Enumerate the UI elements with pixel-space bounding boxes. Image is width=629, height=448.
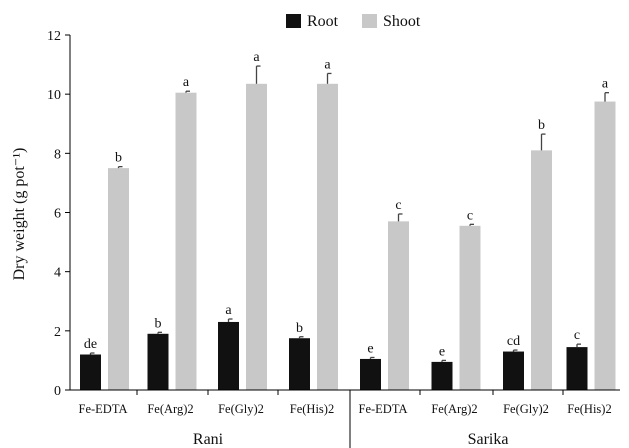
shoot-significance-label: a (602, 77, 609, 92)
root-legend-label: Root (307, 13, 339, 30)
y-tick-label: 8 (54, 147, 61, 162)
root-significance-label: de (84, 337, 97, 352)
shoot-legend-label: Shoot (383, 13, 421, 30)
shoot-bar (317, 83, 338, 390)
x-tick-label: Fe(Gly)2 (218, 402, 264, 416)
y-axis: 0 2 4 6 8 10 12 (47, 29, 71, 399)
shoot-significance-label: a (183, 75, 190, 90)
shoot-bar (459, 225, 481, 390)
root-significance-label: e (439, 344, 445, 359)
shoot-significance-label: a (253, 50, 260, 65)
x-tick-label: Fe(His)2 (290, 402, 334, 416)
shoot-significance-label: b (538, 118, 545, 133)
x-tick-label: Fe-EDTA (359, 402, 408, 416)
shoot-significance-label: c (467, 208, 473, 223)
root-significance-label: a (225, 303, 232, 318)
shoot-bar (594, 101, 616, 390)
root-bar (80, 354, 101, 390)
x-tick-label: Fe-EDTA (79, 402, 128, 416)
y-tick-label: 10 (47, 88, 61, 103)
y-tick-label: 4 (54, 266, 61, 281)
root-bar (147, 333, 169, 390)
y-tick-label: 6 (54, 207, 61, 222)
x-tick-label: Fe(Arg)2 (147, 402, 193, 416)
shoot-bar (531, 150, 552, 390)
root-bar (566, 347, 588, 390)
x-tick-label: Fe(His)2 (567, 402, 611, 416)
root-significance-label: c (574, 328, 580, 343)
x-axis: Fe-EDTA Fe(Arg)2 Fe(Gly)2 Fe(His)2 Fe-EDTA Fe… (70, 389, 620, 448)
root-significance-label: b (155, 316, 162, 331)
root-bar (503, 351, 524, 390)
x-tick-label: Fe(Arg)2 (431, 402, 477, 416)
shoot-bar (388, 221, 409, 390)
bars: de b a b e e cd c b a a a c c b a (80, 50, 616, 390)
root-bar (431, 361, 453, 390)
shoot-significance-label: a (324, 57, 331, 72)
root-significance-label: b (296, 321, 303, 336)
x-tick-label: Fe(Gly)2 (503, 402, 549, 416)
root-significance-label: cd (507, 334, 520, 349)
root-legend-swatch (286, 14, 301, 28)
shoot-legend-swatch (362, 14, 377, 28)
group-label: Rani (193, 431, 224, 448)
shoot-bar (175, 92, 197, 390)
y-tick-label: 2 (54, 325, 61, 340)
legend: Root Shoot (286, 13, 421, 30)
shoot-significance-label: c (395, 198, 401, 213)
root-bar (289, 338, 310, 390)
shoot-bar (246, 83, 267, 390)
y-tick-label: 12 (47, 29, 61, 44)
shoot-bar (108, 168, 129, 390)
root-significance-label: e (367, 341, 373, 356)
root-bar (218, 321, 239, 390)
group-label: Sarika (468, 431, 509, 448)
y-axis-label: Dry weight (g pot⁻¹) (11, 148, 28, 281)
root-bar (360, 358, 381, 390)
y-tick-label: 0 (54, 384, 61, 399)
shoot-significance-label: b (115, 151, 122, 166)
